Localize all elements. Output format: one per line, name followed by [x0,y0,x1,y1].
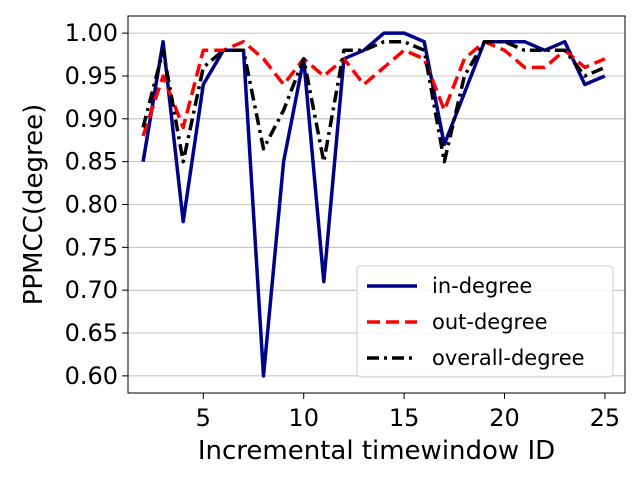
legend-box [356,265,614,378]
y-tick-label: 0.65 [65,319,118,347]
legend: in-degree out-degree overall-degree [356,265,614,378]
series-line-overall-degree [141,39,606,164]
series-lines [141,31,606,378]
y-tick-label: 1.00 [65,19,118,47]
y-axis-label: PPMCC(degree) [19,104,49,306]
x-tick-label: 20 [489,404,520,432]
y-tick-label: 0.85 [65,148,118,176]
grid-lines [128,32,625,377]
x-tick-label: 10 [288,404,319,432]
y-tick-label: 0.90 [65,105,118,133]
series-line-out-degree [141,39,606,137]
y-tick-label: 0.95 [65,62,118,90]
legend-label-in-degree: in-degree [432,274,532,298]
axis-ticks: 0.60 0.65 0.70 0.75 0.80 0.85 0.90 0.95 1.00 5 10 1… [65,19,621,432]
legend-label-overall-degree: overall-degree [432,346,585,370]
x-axis-label: Incremental timewindow ID [198,436,555,466]
series-line-in-degree [141,31,606,378]
x-tick-label: 5 [196,404,211,432]
y-tick-label: 0.75 [65,233,118,261]
x-tick-label: 15 [389,404,420,432]
legend-label-out-degree: out-degree [432,310,548,334]
y-tick-label: 0.70 [65,276,118,304]
x-tick-label: 25 [590,404,621,432]
y-tick-label: 0.80 [65,191,118,219]
y-tick-label: 0.60 [65,362,118,390]
